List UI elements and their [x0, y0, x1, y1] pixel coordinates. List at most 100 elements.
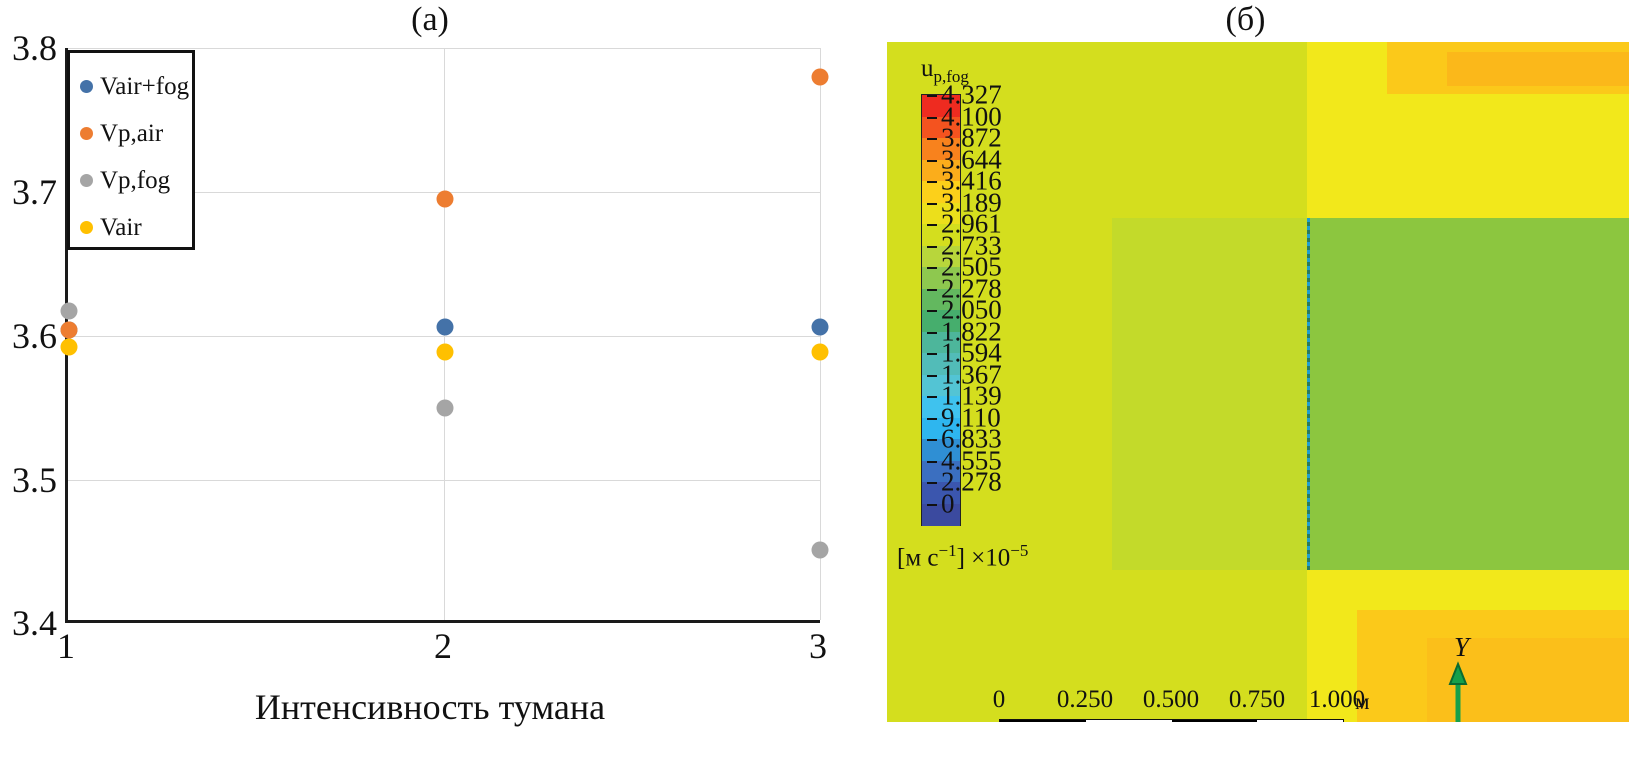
colorbar-segment-17	[922, 460, 960, 483]
colorbar-segment-15	[922, 417, 960, 440]
scalebar-label-1-000: 1.000	[1308, 686, 1366, 713]
colorbar-tick-label-16: 6.833	[941, 423, 1002, 454]
colorbar-segment-10	[922, 310, 960, 333]
legend-label-vair-fog: Vair+fog	[100, 73, 190, 100]
colorbar-tick-13	[927, 374, 937, 377]
scalebar-label-0-750: 0.750	[1228, 686, 1286, 713]
scalebar-label-0-250: 0.250	[1056, 686, 1114, 713]
colorbar-segment-4	[922, 181, 960, 204]
colorbar-tick-17	[927, 460, 937, 463]
panel-a-caption: (а)	[411, 1, 449, 38]
scalebar-label-0-500: 0.500	[1142, 686, 1200, 713]
y-axis-tick-labels: 3.8 3.7 3.6 3.5 3.4	[0, 0, 65, 770]
data-point-vair-fog-3	[811, 318, 829, 336]
legend-label-vp-air: Vp,air	[100, 120, 164, 147]
colorbar-tick-label-11: 1.822	[941, 316, 1002, 346]
scalebar-unit-label: м	[1355, 689, 1370, 714]
colorbar-units-label: [м с−1] ×10−5	[897, 537, 1028, 572]
colorbar-tick-14	[927, 396, 937, 398]
data-point-vair-fog-2	[436, 318, 454, 336]
legend-item-vp-air: Vp,air	[80, 110, 192, 157]
colorbar-title: up,fog	[921, 56, 969, 89]
colorbar-tick-12	[927, 353, 937, 355]
data-point-vp-fog-3	[811, 541, 829, 559]
colorbar	[921, 94, 961, 526]
colorbar-segment-3	[922, 159, 960, 182]
panel-b-contour-plot: (б) up,fog 4.327 4.100 3.872 3.644 3.416 3.18…	[862, 0, 1629, 770]
axis-triad: Y X	[1432, 634, 1555, 722]
data-point-vp-fog-2	[436, 399, 454, 417]
colorbar-segment-11	[922, 331, 960, 354]
units-exponent-2: −5	[1010, 541, 1029, 560]
colorbar-tick-1	[927, 116, 937, 119]
y-tick-label-3-8: 3.8	[12, 28, 57, 68]
colorbar-tick-5	[927, 202, 937, 205]
colorbar-segment-5	[922, 202, 960, 225]
colorbar-tick-7	[927, 245, 937, 248]
colorbar-segment-9	[922, 288, 960, 311]
colorbar-tick-label-4: 3.416	[941, 165, 1002, 196]
colorbar-tick-2	[927, 138, 937, 140]
velocity-field-contour: up,fog 4.327 4.100 3.872 3.644 3.416 3.189 2.9…	[887, 42, 1629, 722]
colorbar-segment-0	[922, 95, 960, 118]
field-band-mid-transition	[1112, 218, 1307, 570]
colorbar-title-main: u	[921, 55, 934, 82]
scalebar-segment-2	[1085, 720, 1172, 722]
colorbar-segment-12	[922, 353, 960, 376]
field-band-core-green	[1307, 218, 1629, 570]
colorbar-tick-label-0: 4.327	[941, 79, 1002, 110]
field-band-top-orange-deep	[1447, 52, 1629, 86]
colorbar-tick-9	[927, 288, 937, 291]
colorbar-tick-label-3: 3.644	[941, 144, 1002, 174]
colorbar-tick-label-10: 2.050	[941, 294, 1002, 325]
data-point-vair-3	[811, 343, 829, 361]
colorbar-tick-label-18: 2.278	[941, 466, 1002, 497]
colorbar-tick-19	[927, 503, 937, 506]
colorbar-tick-label-14: 1.139	[941, 380, 1002, 411]
colorbar-title-sub: p,fog	[933, 67, 969, 86]
colorbar-tick-label-1: 4.100	[941, 101, 1002, 131]
units-exponent-1: −1	[938, 541, 957, 560]
colorbar-tick-8	[927, 267, 937, 269]
units-mid: ] ×10	[956, 544, 1011, 572]
y-tick-label-3-6: 3.6	[12, 316, 57, 356]
colorbar-tick-0	[927, 95, 937, 97]
colorbar-tick-label-8: 2.505	[941, 251, 1002, 282]
colorbar-tick-label-17: 4.555	[941, 445, 1002, 475]
scalebar-label-0: 0	[992, 686, 1006, 713]
colorbar-segment-19	[922, 503, 960, 526]
colorbar-tick-3	[927, 159, 937, 162]
scalebar-graphic	[999, 719, 1344, 722]
colorbar-tick-label-5: 3.189	[941, 187, 1002, 217]
colorbar-tick-10	[927, 310, 937, 312]
scalebar-segment-1	[1000, 720, 1086, 722]
data-point-vp-air-2	[436, 190, 454, 208]
panel-a-scatter-chart: (а) 3.8 3.7 3.6 3.5 3.4	[0, 0, 829, 770]
colorbar-tick-label-19: 0	[941, 488, 955, 518]
colorbar-tick-6	[927, 224, 937, 226]
colorbar-tick-label-12: 1.594	[941, 337, 1002, 368]
legend-swatch-icon-vp-fog	[80, 174, 93, 187]
colorbar-segment-8	[922, 267, 960, 290]
x-tick-label-3: 3	[809, 626, 827, 666]
colorbar-segment-18	[922, 482, 960, 505]
panel-b-caption: (б)	[1225, 1, 1266, 38]
data-point-vp-air-3	[811, 68, 829, 86]
colorbar-segment-16	[922, 439, 960, 462]
legend-label-vair: Vair	[100, 214, 142, 241]
legend-item-vp-fog: Vp,fog	[80, 157, 192, 204]
colorbar-tick-16	[927, 439, 937, 441]
colorbar-segment-7	[922, 245, 960, 268]
scalebar-segment-4	[1257, 720, 1343, 722]
units-base: [м с	[897, 544, 939, 572]
colorbar-tick-label-13: 1.367	[941, 359, 1002, 389]
colorbar-segment-1	[922, 116, 960, 139]
legend-item-vair-fog: Vair+fog	[80, 63, 192, 110]
x-axis-title: Интенсивность тумана	[254, 687, 606, 727]
legend-label-vp-fog: Vp,fog	[100, 167, 171, 194]
data-point-vair-2	[436, 343, 454, 361]
x-tick-label-2: 2	[434, 626, 452, 666]
legend-swatch-icon-vair-fog	[80, 80, 93, 93]
legend-item-vair: Vair	[80, 204, 192, 251]
